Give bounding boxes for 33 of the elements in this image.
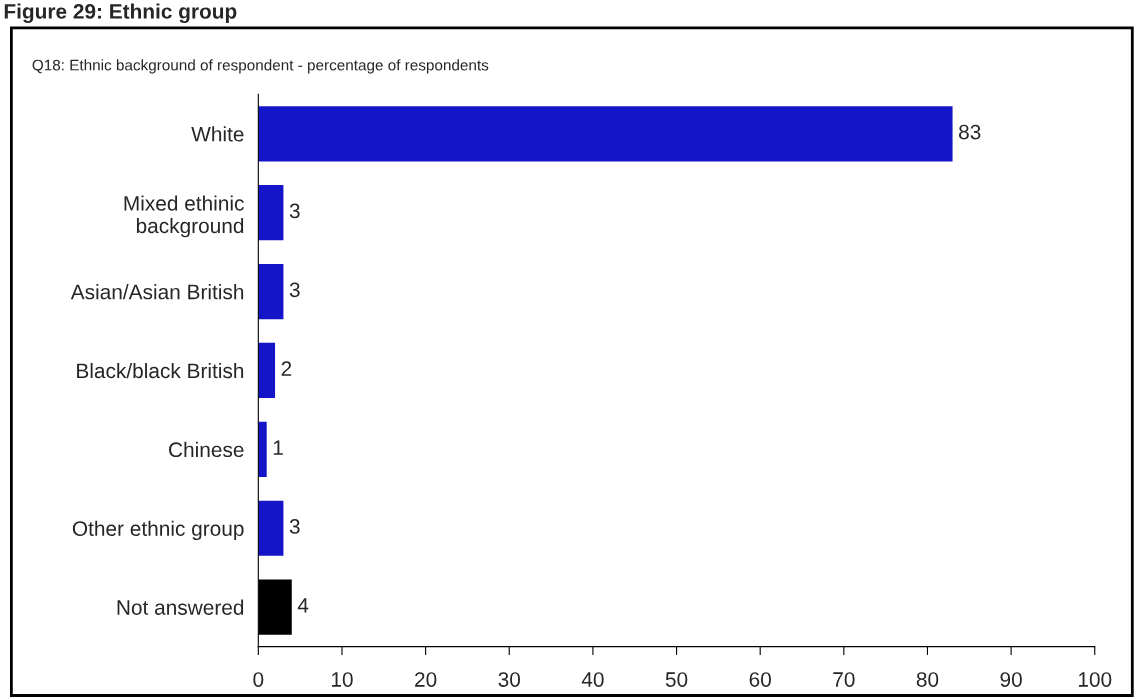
x-tick-label: 50 — [665, 672, 688, 687]
y-tick-label: Chinese — [169, 441, 244, 458]
y-tick-label: White — [191, 126, 244, 142]
y-tick-label: Mixed ethinic background — [124, 195, 244, 238]
x-tick-label: 80 — [916, 672, 939, 687]
chart-subtitle: Q18: Ethnic background of respondent - percentage of respondents — [32, 59, 489, 74]
bar — [258, 263, 284, 320]
data-label: 1 — [273, 440, 283, 455]
x-tick-label: 70 — [833, 672, 855, 687]
x-tick-label: 0 — [253, 672, 264, 687]
x-tick-label: 90 — [1000, 672, 1022, 687]
data-label: 3 — [289, 282, 300, 298]
x-tick-label: 40 — [581, 672, 604, 687]
data-label: 83 — [959, 124, 981, 140]
bar — [258, 342, 276, 399]
data-label: 3 — [289, 519, 300, 534]
bar — [258, 421, 267, 477]
data-label: 2 — [281, 361, 292, 376]
chart-title: Figure 29: Ethnic group — [4, 3, 237, 24]
x-tick-label: 100 — [1078, 672, 1112, 687]
bar — [258, 500, 284, 556]
data-label: 3 — [289, 203, 300, 219]
x-tick-label: 30 — [498, 672, 521, 687]
data-label: 4 — [297, 598, 309, 613]
bar — [258, 106, 953, 162]
bar — [258, 185, 284, 241]
y-tick-label: Black/black British — [77, 362, 244, 379]
y-tick-label: Asian/Asian British — [70, 284, 244, 300]
x-tick-label: 60 — [749, 672, 771, 687]
y-tick-label: Not answered — [117, 599, 244, 615]
x-tick-label: 20 — [415, 672, 437, 687]
x-tick-label: 10 — [331, 672, 353, 687]
y-tick-label: Other ethnic group — [72, 520, 244, 541]
